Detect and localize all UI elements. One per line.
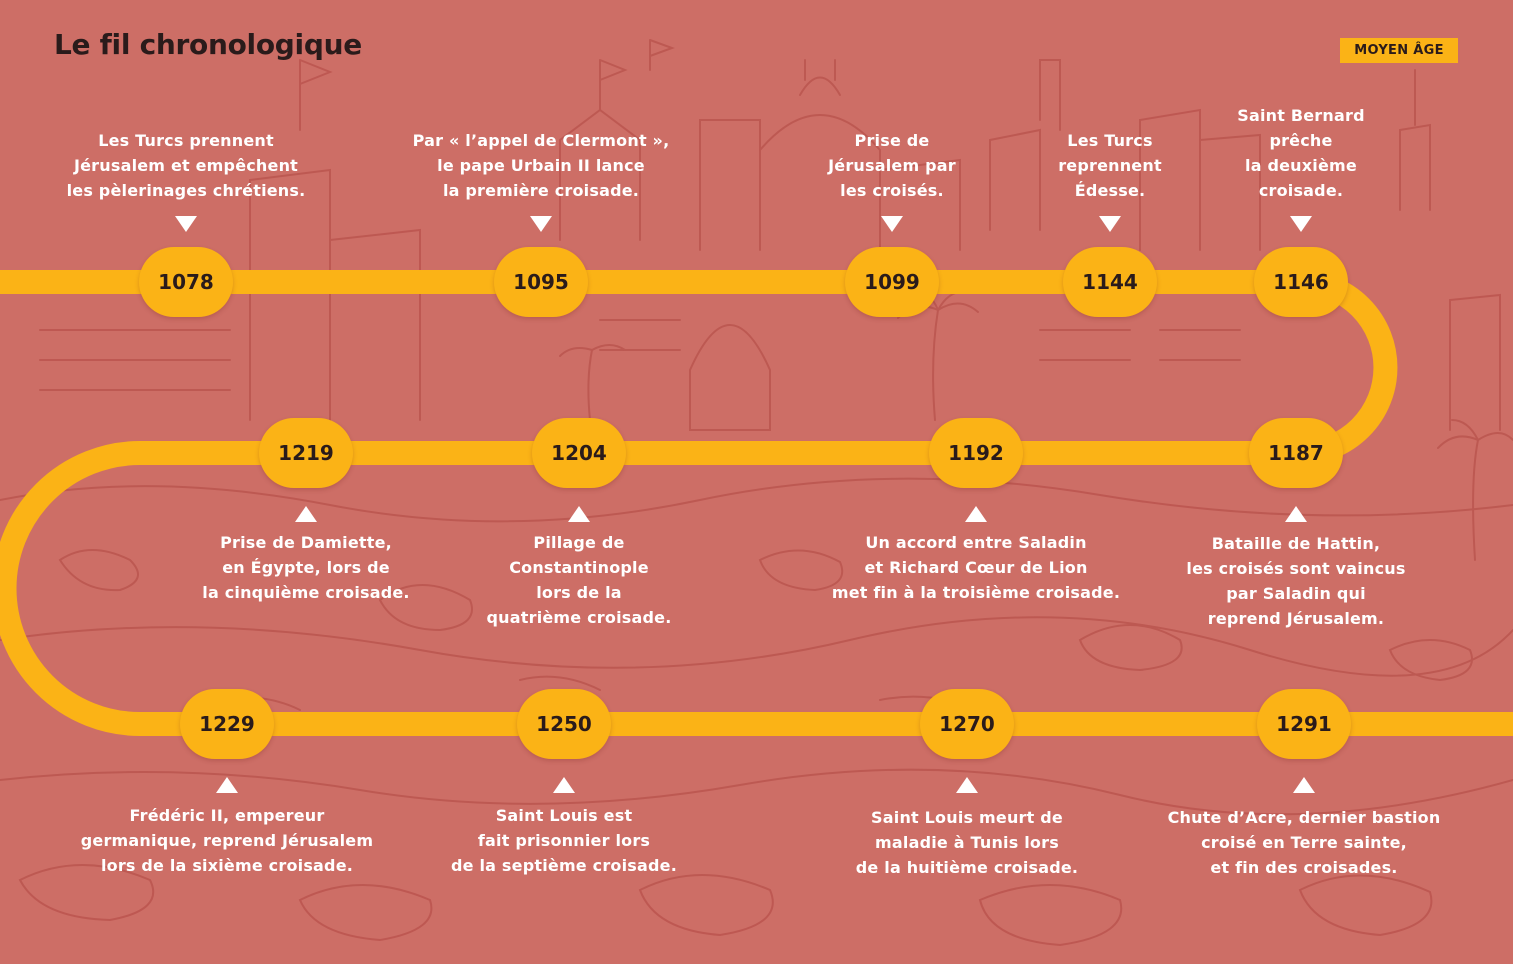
event-caption: Pillage de Constantinople lors de la qua… <box>486 533 672 627</box>
year-marker: 1095 <box>494 247 588 317</box>
pointer-down-icon <box>175 216 197 232</box>
event-caption: Un accord entre Saladin et Richard Cœur … <box>831 533 1121 602</box>
year-marker: 1187 <box>1249 418 1343 488</box>
event-caption: Prise de Jérusalem par les croisés. <box>828 131 956 200</box>
pointer-up-icon <box>965 506 987 522</box>
pointer-up-icon <box>568 506 590 522</box>
event-caption: Chute d’Acre, dernier bastion croisé en … <box>1167 808 1441 877</box>
period-badge: MOYEN ÂGE <box>1340 38 1458 63</box>
year-marker: 1291 <box>1257 689 1351 759</box>
year-marker: 1270 <box>920 689 1014 759</box>
year-marker: 1078 <box>139 247 233 317</box>
event-caption: Frédéric II, empereur germanique, repren… <box>80 806 374 875</box>
year-marker: 1219 <box>259 418 353 488</box>
pointer-up-icon <box>956 777 978 793</box>
year-marker: 1144 <box>1063 247 1157 317</box>
pointer-up-icon <box>295 506 317 522</box>
event-caption: Les Turcs prennent Jérusalem et empêchen… <box>66 131 306 200</box>
event-caption: Par « l’appel de Clermont », le pape Urb… <box>412 131 670 200</box>
pointer-down-icon <box>881 216 903 232</box>
year-marker: 1229 <box>180 689 274 759</box>
event-caption: Saint Bernard prêche la deuxième croisad… <box>1237 106 1365 200</box>
road-path <box>0 270 1513 736</box>
event-caption: Saint Louis meurt de maladie à Tunis lor… <box>855 808 1079 877</box>
pointer-up-icon <box>1293 777 1315 793</box>
page-title: Le fil chronologique <box>54 28 362 61</box>
pointer-down-icon <box>1099 216 1121 232</box>
year-marker: 1204 <box>532 418 626 488</box>
pointer-up-icon <box>553 777 575 793</box>
event-caption: Bataille de Hattin, les croisés sont vai… <box>1186 534 1406 628</box>
pointer-up-icon <box>1285 506 1307 522</box>
year-marker: 1192 <box>929 418 1023 488</box>
year-marker: 1099 <box>845 247 939 317</box>
event-caption: Saint Louis est fait prisonnier lors de … <box>451 806 677 875</box>
year-marker: 1146 <box>1254 247 1348 317</box>
pointer-up-icon <box>216 777 238 793</box>
pointer-down-icon <box>530 216 552 232</box>
pointer-down-icon <box>1290 216 1312 232</box>
event-caption: Prise de Damiette, en Égypte, lors de la… <box>202 533 410 602</box>
event-caption: Les Turcs reprennent Édesse. <box>1058 131 1162 200</box>
year-marker: 1250 <box>517 689 611 759</box>
